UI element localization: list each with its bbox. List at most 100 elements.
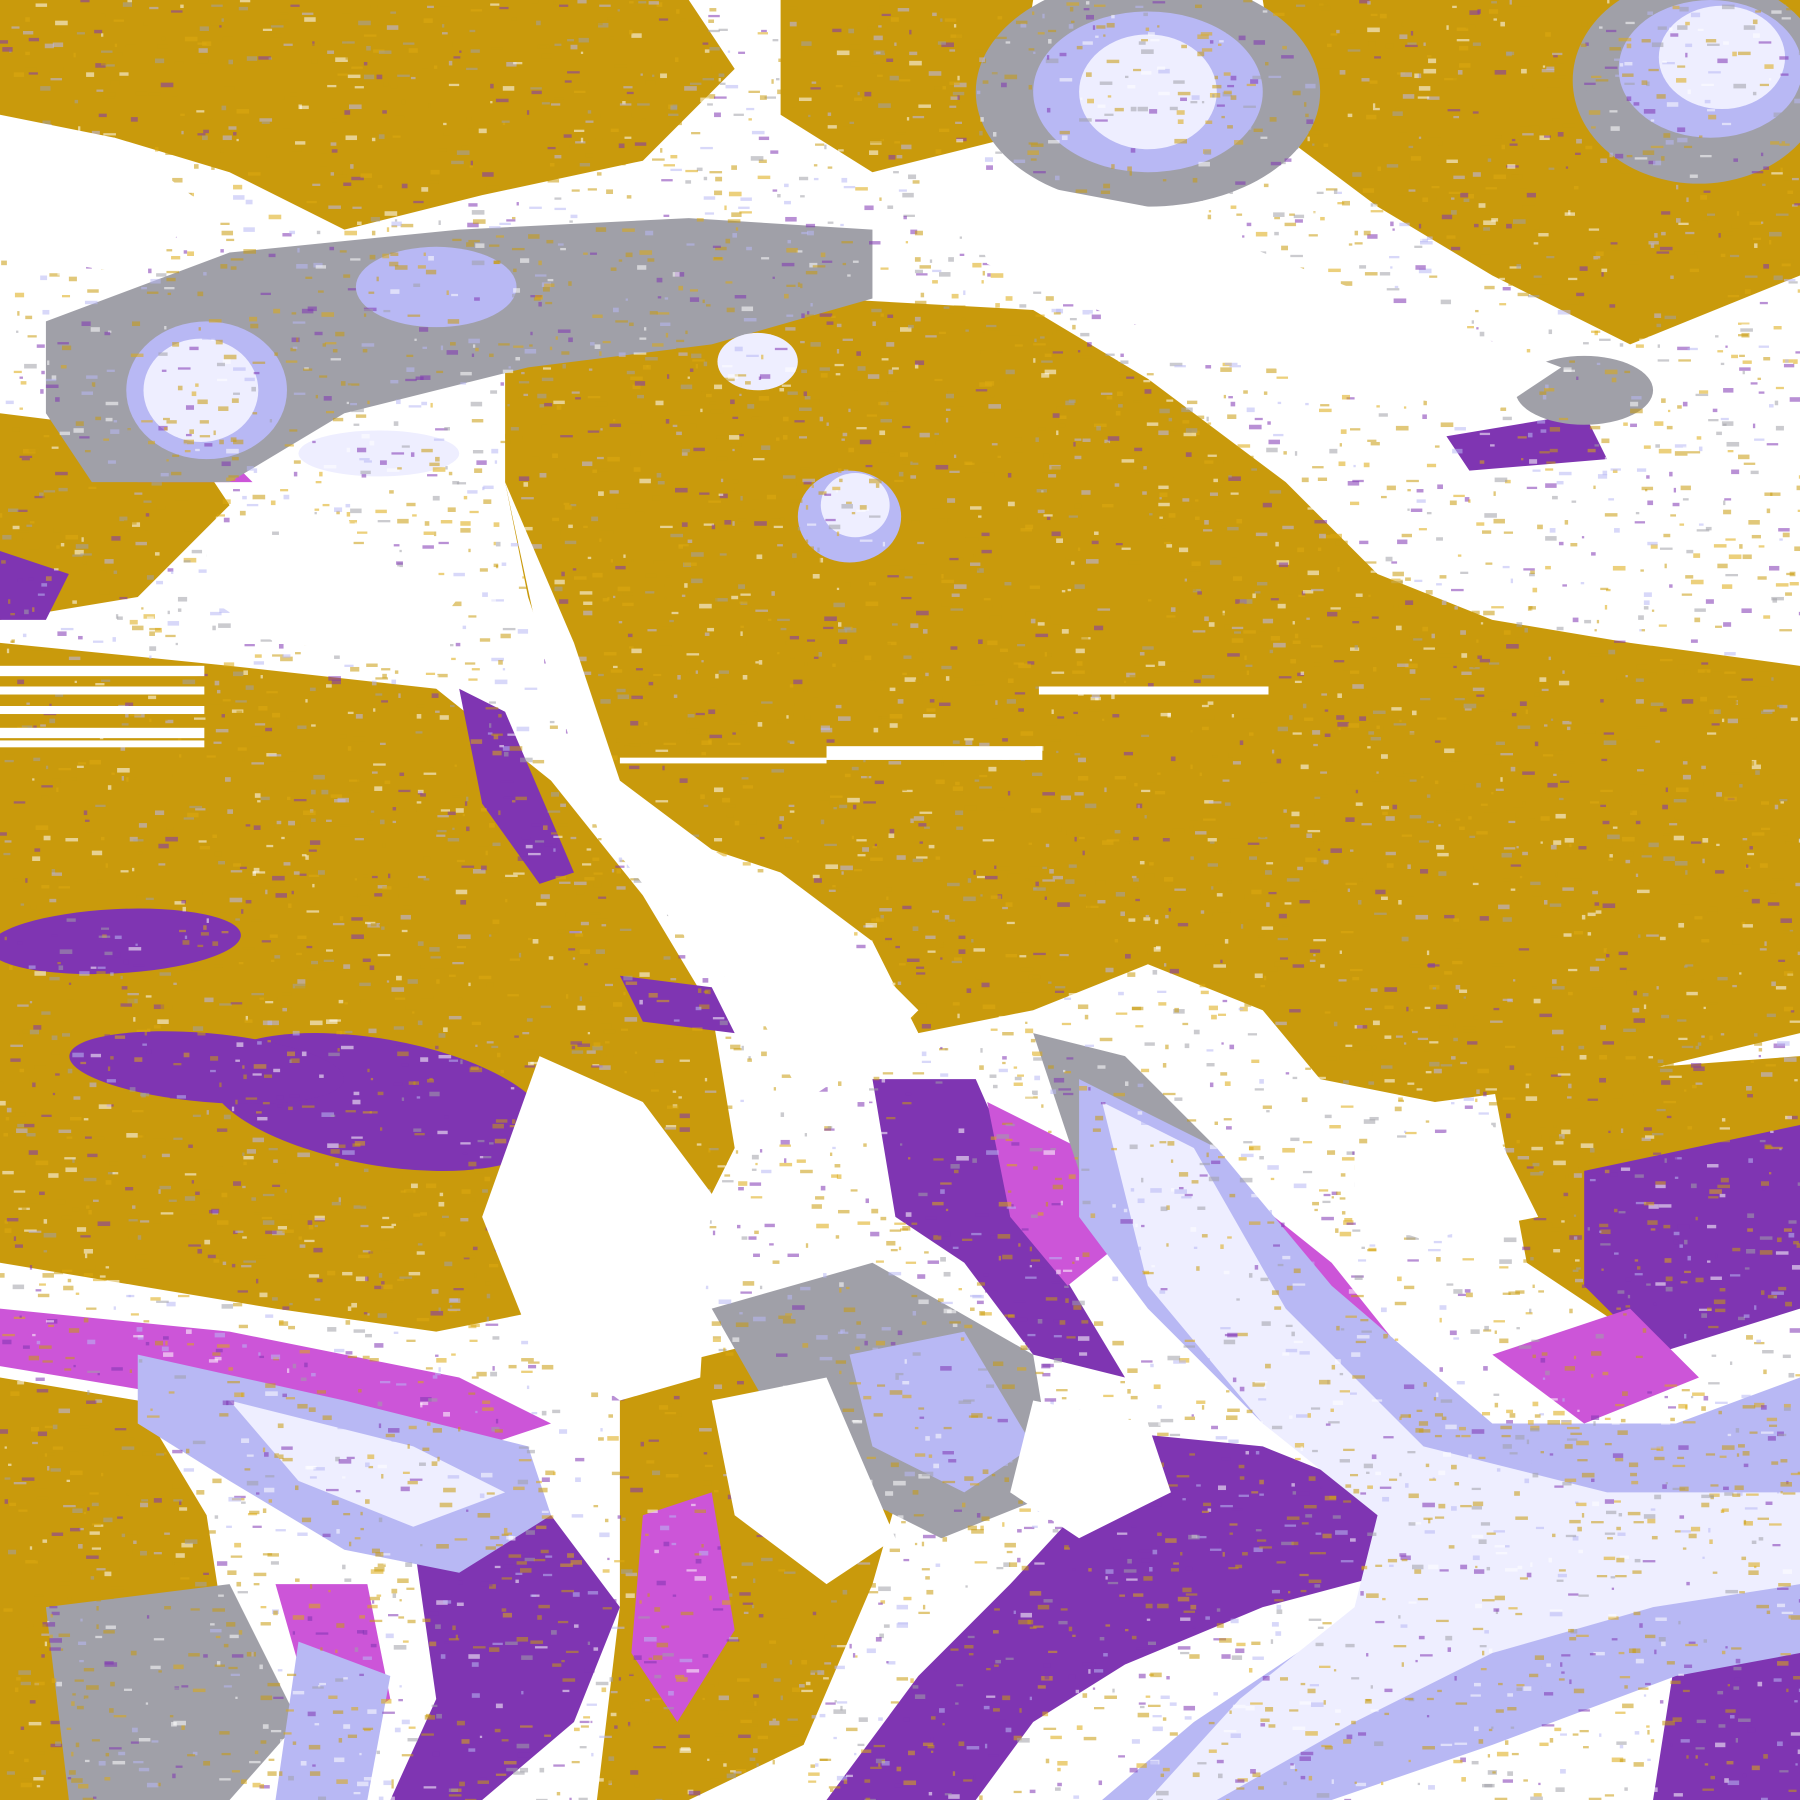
speckle-pixel	[1300, 1446, 1303, 1452]
speckle-pixel	[1555, 1433, 1567, 1439]
speckle-pixel	[307, 966, 321, 969]
speckle-pixel	[383, 309, 391, 313]
speckle-pixel	[1308, 1579, 1322, 1584]
speckle-pixel	[660, 322, 671, 327]
speckle-pixel	[619, 859, 627, 863]
speckle-pixel	[1307, 1413, 1311, 1418]
speckle-pixel	[695, 1558, 702, 1564]
speckle-pixel	[1488, 1102, 1499, 1106]
speckle-pixel	[911, 520, 920, 524]
speckle-pixel	[1360, 1492, 1367, 1495]
speckle-pixel	[1732, 51, 1737, 57]
speckle-pixel	[367, 1454, 375, 1460]
speckle-pixel	[1045, 348, 1053, 354]
speckle-pixel	[1472, 687, 1485, 692]
speckle-pixel	[935, 1433, 942, 1439]
speckle-pixel	[422, 1447, 430, 1452]
speckle-pixel	[1173, 1572, 1178, 1577]
speckle-pixel	[648, 1657, 653, 1660]
speckle-pixel	[640, 73, 643, 76]
speckle-pixel	[976, 875, 985, 879]
speckle-pixel	[1125, 75, 1129, 79]
speckle-pixel	[258, 1352, 261, 1356]
speckle-pixel	[327, 1143, 339, 1148]
speckle-pixel	[1131, 1739, 1140, 1744]
speckle-pixel	[1056, 750, 1059, 754]
speckle-pixel	[1051, 531, 1061, 537]
speckle-pixel	[409, 711, 413, 716]
speckle-pixel	[987, 1416, 992, 1419]
speckle-pixel	[1147, 1641, 1156, 1646]
speckle-pixel	[982, 1004, 996, 1010]
speckle-pixel	[528, 937, 532, 941]
speckle-pixel	[1193, 679, 1201, 684]
speckle-pixel	[268, 1758, 275, 1761]
speckle-pixel	[388, 1614, 399, 1617]
speckle-pixel	[1503, 531, 1514, 534]
speckle-pixel	[627, 1721, 631, 1727]
speckle-pixel	[1456, 27, 1469, 31]
speckle-pixel	[958, 789, 964, 795]
speckle-pixel	[52, 1424, 58, 1430]
speckle-pixel	[1141, 1360, 1153, 1363]
speckle-pixel	[1401, 834, 1412, 837]
speckle-pixel	[1434, 1434, 1442, 1438]
speckle-pixel	[1072, 670, 1085, 674]
speckle-pixel	[1084, 436, 1091, 440]
speckle-pixel	[51, 446, 59, 449]
speckle-pixel	[1765, 1501, 1773, 1505]
speckle-pixel	[965, 537, 979, 542]
speckle-pixel	[407, 979, 418, 984]
speckle-pixel	[320, 1647, 323, 1651]
speckle-pixel	[921, 1023, 931, 1029]
speckle-pixel	[421, 401, 428, 406]
speckle-pixel	[1136, 803, 1143, 809]
speckle-pixel	[831, 1645, 837, 1648]
speckle-pixel	[1183, 1345, 1196, 1348]
speckle-pixel	[1335, 1228, 1339, 1233]
speckle-pixel	[1409, 658, 1412, 662]
speckle-pixel	[992, 1719, 1006, 1724]
speckle-pixel	[590, 342, 595, 346]
speckle-pixel	[1529, 1673, 1539, 1678]
speckle-pixel	[342, 384, 352, 390]
speckle-pixel	[1715, 870, 1725, 874]
speckle-pixel	[1276, 1609, 1283, 1615]
speckle-pixel	[1569, 1636, 1577, 1641]
speckle-pixel	[1161, 525, 1167, 529]
speckle-pixel	[1282, 45, 1287, 50]
speckle-pixel	[1251, 468, 1258, 471]
speckle-pixel	[214, 1664, 225, 1667]
speckle-pixel	[587, 556, 592, 560]
speckle-pixel	[376, 20, 385, 26]
speckle-pixel	[1082, 309, 1093, 315]
speckle-pixel	[106, 92, 116, 97]
speckle-pixel	[1462, 1258, 1474, 1261]
speckle-pixel	[109, 1747, 122, 1750]
speckle-pixel	[1777, 1587, 1789, 1590]
speckle-pixel	[67, 1777, 72, 1780]
speckle-pixel	[1564, 520, 1569, 525]
speckle-pixel	[58, 487, 68, 492]
speckle-pixel	[1204, 460, 1214, 464]
speckle-pixel	[766, 494, 777, 500]
speckle-pixel	[588, 368, 593, 371]
speckle-pixel	[1309, 949, 1321, 953]
speckle-pixel	[727, 50, 731, 53]
speckle-pixel	[230, 258, 244, 261]
speckle-pixel	[1111, 694, 1115, 700]
speckle-pixel	[328, 1589, 331, 1593]
speckle-pixel	[474, 468, 483, 473]
speckle-pixel	[927, 1744, 935, 1749]
speckle-pixel	[901, 144, 912, 150]
speckle-pixel	[1635, 1658, 1644, 1664]
speckle-pixel	[1772, 878, 1784, 881]
speckle-pixel	[1253, 40, 1266, 45]
speckle-pixel	[4, 1220, 9, 1224]
speckle-pixel	[864, 655, 872, 661]
speckle-pixel	[904, 677, 917, 682]
speckle-pixel	[311, 1372, 316, 1377]
speckle-pixel	[604, 1518, 609, 1523]
speckle-pixel	[382, 1216, 390, 1220]
speckle-pixel	[1007, 472, 1012, 478]
